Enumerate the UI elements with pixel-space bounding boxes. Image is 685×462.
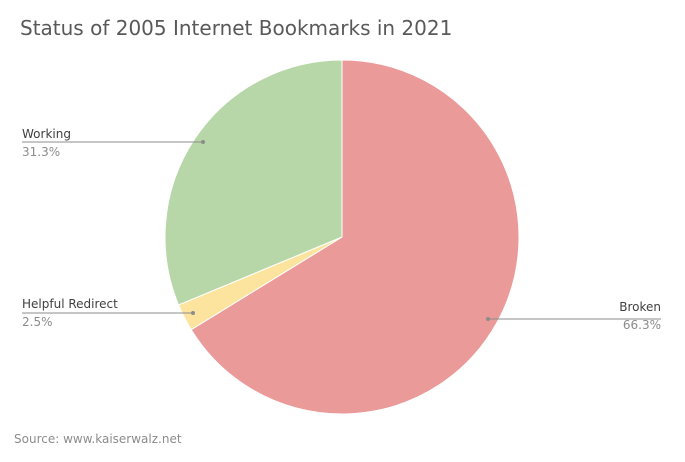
slice-label-helpful-redirect: Helpful Redirect (22, 297, 118, 311)
pie-slice-broken (190, 59, 520, 415)
chart-title: Status of 2005 Internet Bookmarks in 202… (20, 16, 453, 40)
leader-dot-working (201, 140, 205, 144)
source-note: Source: www.kaiserwalz.net (14, 432, 182, 446)
leader-dot-broken (486, 317, 490, 321)
slice-value-helpful-redirect: 2.5% (22, 315, 53, 329)
pie-slice-working (164, 59, 343, 306)
slice-label-broken: Broken (619, 300, 661, 314)
slice-value-broken: 66.3% (623, 318, 661, 332)
leader-dot-helpful-redirect (191, 311, 195, 315)
slice-value-working: 31.3% (22, 145, 60, 159)
slice-label-working: Working (22, 127, 71, 141)
